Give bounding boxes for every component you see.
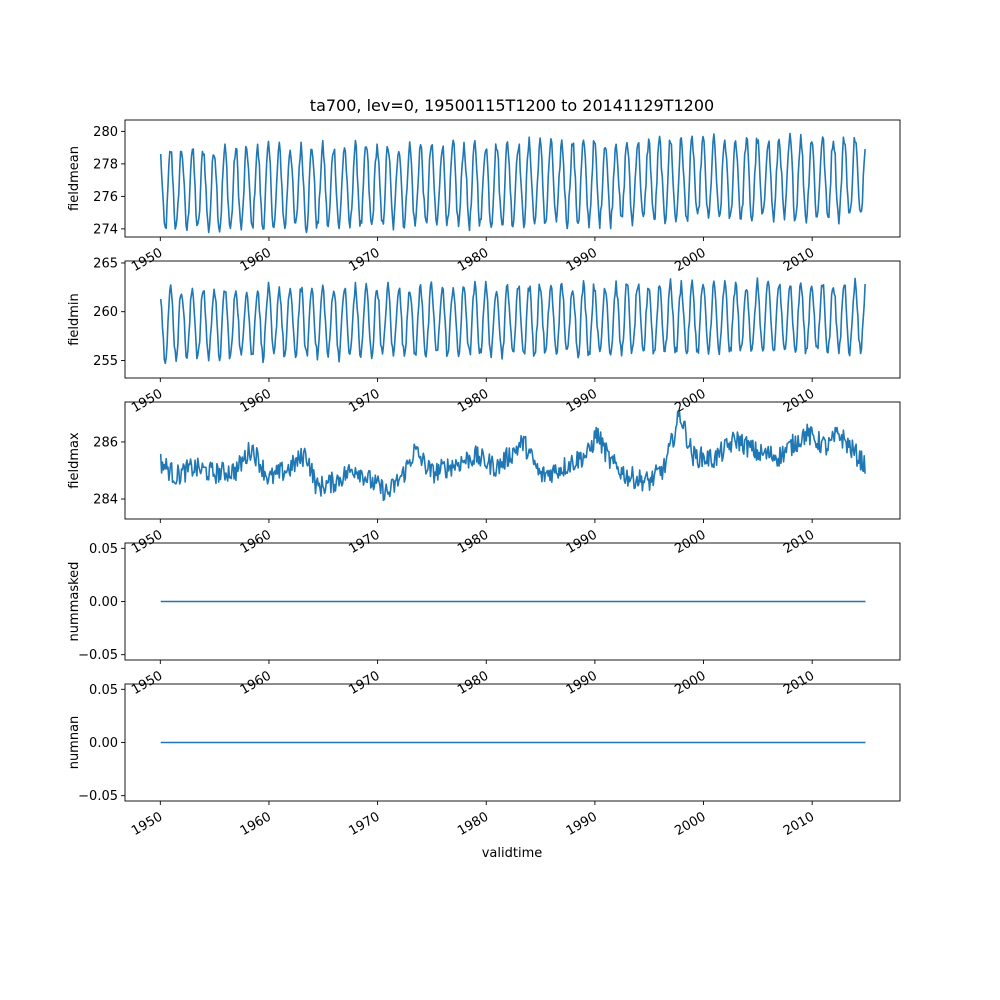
y-axis-label: fieldmin <box>67 293 82 346</box>
y-tick-label: 280 <box>93 125 118 140</box>
series-line-fieldmax <box>159 410 866 502</box>
y-axis-label: fieldmean <box>67 146 82 211</box>
y-axis-label: fieldmax <box>67 432 82 489</box>
y-tick-label: −0.05 <box>78 648 118 663</box>
y-axis-label: numnan <box>67 716 82 770</box>
y-tick-label: 286 <box>93 435 118 450</box>
y-tick-label: 0.00 <box>89 595 118 610</box>
y-tick-label: −0.05 <box>78 789 118 804</box>
y-tick-label: 0.05 <box>89 542 118 557</box>
axes-frame <box>124 401 901 520</box>
series-line-fieldmin <box>159 277 866 365</box>
y-tick-label: 274 <box>93 222 118 237</box>
y-tick-label: 284 <box>93 493 118 508</box>
y-tick-label: 260 <box>93 305 118 320</box>
chart-title: ta700, lev=0, 19500115T1200 to 20141129T… <box>310 96 714 115</box>
y-tick-label: 255 <box>93 354 118 369</box>
axes-frame <box>124 119 901 238</box>
y-tick-label: 0.05 <box>89 683 118 698</box>
y-tick-label: 278 <box>93 157 118 172</box>
y-tick-label: 276 <box>93 190 118 205</box>
series-line-fieldmean <box>159 132 866 234</box>
y-tick-label: 0.00 <box>89 736 118 751</box>
x-axis-label: validtime <box>482 846 543 861</box>
y-axis-label: nummasked <box>67 562 82 642</box>
axes-frame <box>124 260 901 379</box>
y-tick-label: 265 <box>93 256 118 271</box>
